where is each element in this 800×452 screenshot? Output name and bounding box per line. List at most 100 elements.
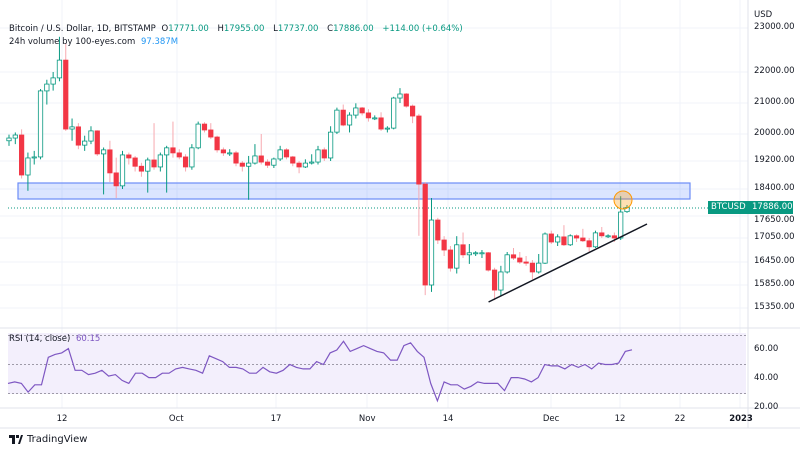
candle bbox=[409, 104, 416, 124]
high-label: H bbox=[217, 24, 224, 34]
candle bbox=[258, 134, 264, 165]
candle-body bbox=[491, 269, 498, 291]
candle bbox=[397, 88, 403, 103]
candle bbox=[353, 103, 359, 119]
candle-body bbox=[170, 147, 176, 154]
candle-body bbox=[239, 162, 245, 167]
candle-body bbox=[346, 114, 353, 126]
candle bbox=[214, 135, 220, 153]
candle-body bbox=[555, 236, 561, 243]
candle-body bbox=[321, 149, 327, 159]
candle-body bbox=[119, 154, 126, 187]
candle bbox=[50, 72, 56, 91]
candle-body bbox=[290, 156, 296, 164]
rsi-line bbox=[7, 340, 633, 403]
currency-label[interactable]: USD bbox=[754, 10, 773, 20]
candle-body bbox=[409, 105, 416, 117]
candle bbox=[435, 217, 441, 244]
candle-body bbox=[592, 232, 599, 248]
candle-body bbox=[37, 90, 44, 158]
candle bbox=[126, 152, 132, 165]
candle bbox=[599, 227, 605, 238]
candle-body bbox=[227, 152, 233, 155]
candles bbox=[6, 36, 630, 301]
candle-body bbox=[151, 159, 157, 168]
candle-body bbox=[441, 239, 447, 251]
trendline[interactable] bbox=[488, 223, 648, 303]
candle bbox=[529, 260, 536, 280]
candle-body bbox=[176, 152, 182, 158]
candle-body bbox=[25, 157, 31, 176]
candle bbox=[384, 126, 390, 133]
symbol-legend[interactable]: Bitcoin / U.S. Dollar, 1D, BITSTAMP O177… bbox=[9, 24, 466, 34]
rsi-legend[interactable]: RSI (14, close) 60.15 bbox=[9, 334, 103, 344]
candle bbox=[302, 159, 308, 168]
candle bbox=[309, 154, 315, 165]
candle-body bbox=[340, 109, 346, 126]
price-tick: 15350.00 bbox=[754, 302, 795, 312]
candle-body bbox=[447, 249, 454, 269]
resistance-zone[interactable] bbox=[17, 182, 691, 200]
candle bbox=[447, 246, 454, 272]
candle-body bbox=[63, 59, 69, 130]
candle bbox=[220, 147, 227, 156]
candle bbox=[37, 89, 44, 160]
candle bbox=[82, 135, 88, 151]
candle bbox=[132, 155, 138, 172]
close-label: C bbox=[327, 24, 334, 34]
candle bbox=[176, 149, 182, 160]
candle-body bbox=[233, 152, 239, 164]
candle bbox=[548, 230, 554, 244]
candle bbox=[296, 161, 302, 174]
candle bbox=[567, 234, 573, 246]
candle bbox=[372, 115, 378, 121]
candle-body bbox=[246, 162, 252, 167]
candle-body bbox=[365, 112, 372, 119]
candle-body bbox=[182, 156, 189, 168]
candle bbox=[138, 162, 145, 177]
candle bbox=[25, 152, 31, 191]
candle bbox=[88, 126, 94, 145]
open-label: O bbox=[161, 24, 169, 34]
candle bbox=[422, 182, 428, 296]
candle-body bbox=[12, 134, 18, 139]
candle bbox=[44, 79, 50, 105]
rsi-value: 60.15 bbox=[75, 334, 101, 344]
candle-body bbox=[422, 183, 428, 286]
candle bbox=[208, 123, 214, 140]
candle-body bbox=[567, 235, 573, 246]
candle-body bbox=[359, 107, 365, 114]
candle-body bbox=[19, 134, 25, 176]
candle-body bbox=[252, 155, 258, 164]
price-tick: 18400.00 bbox=[754, 183, 795, 193]
candle bbox=[233, 150, 239, 167]
candle-body bbox=[157, 154, 163, 168]
candle-body bbox=[195, 123, 201, 149]
time-tick: Oct bbox=[168, 414, 184, 424]
candle bbox=[491, 267, 498, 301]
candle bbox=[145, 157, 151, 193]
volume-legend[interactable]: 24h volume by 100-eyes.com 97.387M bbox=[9, 37, 181, 47]
candle-body bbox=[384, 127, 390, 130]
open-value: 17771.00 bbox=[168, 24, 209, 34]
candle-body bbox=[353, 107, 359, 116]
candle-body bbox=[536, 262, 542, 273]
candle bbox=[227, 149, 233, 156]
candle bbox=[473, 251, 479, 256]
price-tick: 17650.00 bbox=[754, 215, 795, 225]
candle bbox=[334, 107, 340, 134]
tradingview-logo[interactable]: TradingView bbox=[9, 434, 87, 445]
candle-body bbox=[283, 149, 290, 158]
candle-body bbox=[498, 271, 504, 291]
candle bbox=[195, 121, 201, 150]
candle-body bbox=[75, 126, 81, 146]
candle-body bbox=[271, 158, 277, 166]
price-tick: 17050.00 bbox=[754, 232, 795, 242]
highlight-circle[interactable] bbox=[613, 190, 633, 210]
volume-value: 97.387M bbox=[141, 37, 179, 47]
candle bbox=[69, 118, 75, 141]
candle bbox=[592, 230, 599, 248]
time-tick: 2023 bbox=[729, 414, 753, 424]
candle bbox=[517, 252, 523, 264]
